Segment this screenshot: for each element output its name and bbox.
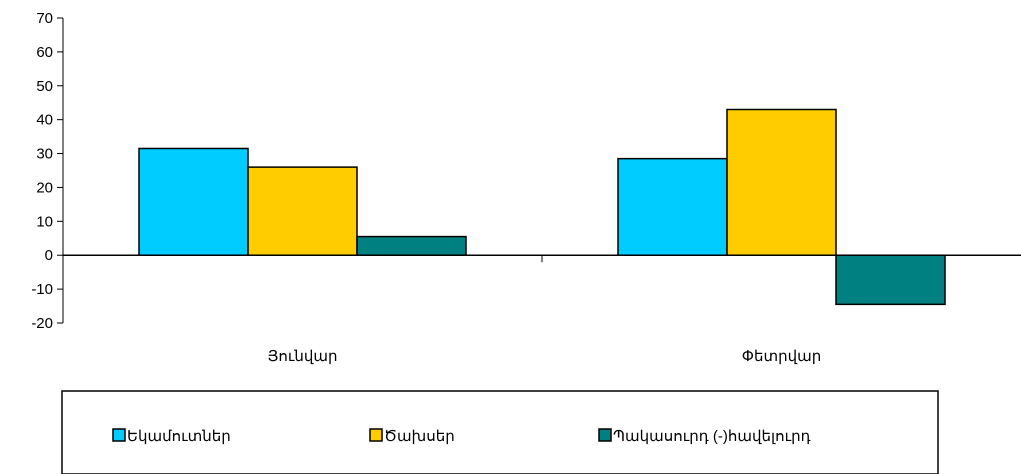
y-tick-label: 60	[36, 44, 53, 61]
bar-0-0	[138, 147, 249, 256]
bar-1-2	[835, 254, 946, 306]
legend-label: Եկամուտներ	[127, 428, 231, 445]
bar-0-2	[356, 235, 467, 256]
legend-swatch	[598, 428, 612, 442]
y-tick-label: 10	[36, 213, 53, 230]
y-axis: 70 60 50 40 30 20 10 0 -10 -20	[31, 10, 64, 332]
y-tick-label: 30	[36, 146, 53, 163]
bar-0-1	[247, 166, 358, 256]
x-axis	[63, 254, 1021, 263]
legend-swatch	[112, 428, 126, 442]
legend-label: Ծախսեր	[384, 428, 455, 445]
bar-1-0	[617, 157, 728, 256]
legend-label: Պակասուրդ (-)հավելուրդ	[613, 428, 811, 445]
y-tick-label: 70	[36, 10, 53, 27]
bars	[138, 108, 946, 306]
y-tick-label: 50	[36, 78, 53, 95]
legend-box	[61, 390, 939, 474]
bar-1-1	[726, 108, 837, 256]
y-tick-label: 40	[36, 112, 53, 129]
y-tick-label: 0	[45, 247, 53, 264]
y-tick-label: -10	[31, 281, 53, 298]
y-tick-label: 20	[36, 179, 53, 196]
category-labels: Յունվար Փետրվար	[267, 348, 821, 365]
category-label: Յունվար	[267, 348, 337, 365]
legend-swatch	[369, 428, 383, 442]
legend: Եկամուտներ Ծախսեր Պակասուրդ (-)հավելուրդ	[61, 390, 939, 474]
category-label: Փետրվար	[742, 348, 821, 365]
y-tick-label: -20	[31, 315, 53, 332]
